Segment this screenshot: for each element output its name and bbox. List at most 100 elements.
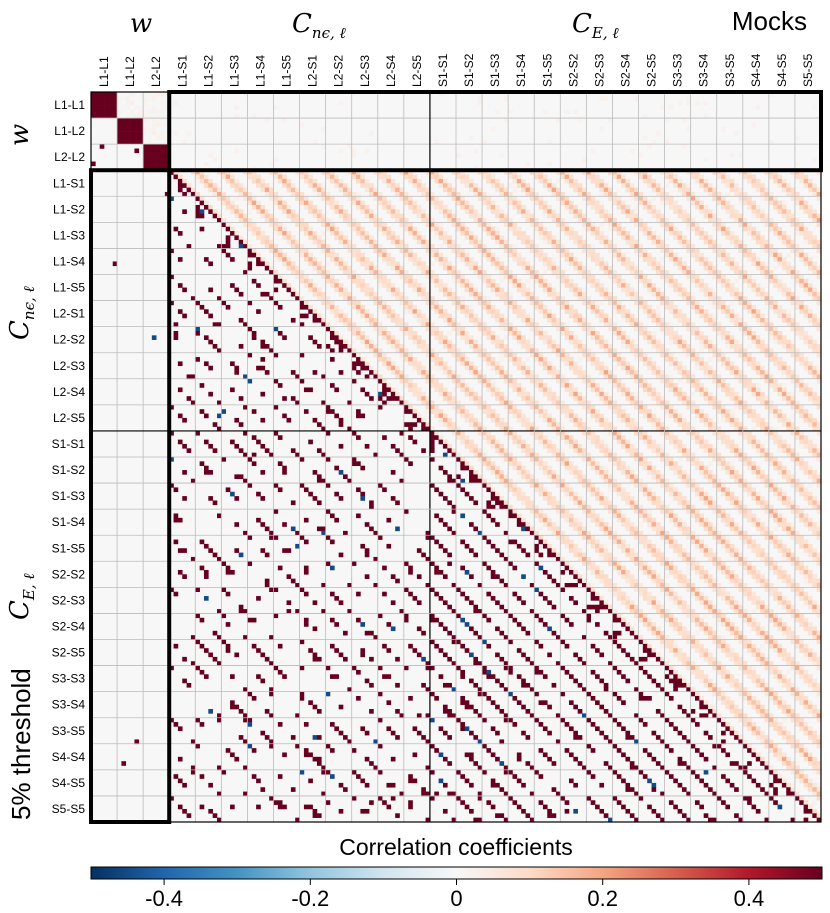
heatmap-cell	[773, 170, 778, 175]
heatmap-cell	[629, 417, 635, 423]
heatmap-cell	[529, 291, 535, 297]
heatmap-cell	[230, 174, 235, 180]
heatmap-cell	[495, 187, 500, 193]
heatmap-cell	[442, 422, 448, 427]
heatmap-cell	[121, 100, 127, 106]
heatmap-cell	[616, 178, 622, 184]
heatmap-cell	[208, 365, 213, 371]
heatmap-cell	[768, 461, 774, 466]
heatmap-cell	[773, 196, 778, 201]
heatmap-cell	[655, 191, 661, 197]
heatmap-cell	[773, 465, 778, 471]
heatmap-cell	[434, 435, 439, 440]
heatmap-cell	[334, 413, 339, 419]
heatmap-cell	[708, 344, 713, 349]
heatmap-cell	[325, 404, 331, 410]
heatmap-cell	[760, 400, 765, 406]
heatmap-cell	[308, 231, 313, 236]
heatmap-cell	[460, 478, 465, 484]
heatmap-cell	[781, 422, 787, 427]
heatmap-cell	[742, 383, 748, 388]
heatmap-cell	[586, 244, 592, 249]
heatmap-cell	[117, 122, 122, 128]
heatmap-cell	[477, 322, 483, 327]
heatmap-cell	[690, 274, 696, 280]
heatmap-cell	[434, 200, 439, 206]
heatmap-cell	[612, 487, 618, 493]
heatmap-cell	[573, 491, 578, 497]
heatmap-cell	[490, 231, 496, 236]
heatmap-cell	[264, 239, 270, 245]
heatmap-cell	[217, 413, 222, 419]
heatmap-cell	[647, 178, 652, 184]
heatmap-cell	[664, 483, 670, 488]
heatmap-cell	[816, 265, 822, 271]
heatmap-cell	[742, 196, 748, 201]
heatmap-cell	[625, 287, 631, 293]
heatmap-cell	[217, 400, 222, 406]
heatmap-cell	[625, 361, 631, 367]
heatmap-cell	[299, 457, 305, 462]
heatmap-cell	[734, 235, 739, 241]
heatmap-cell	[290, 396, 296, 401]
heatmap-cell	[690, 383, 696, 388]
heatmap-cell	[638, 322, 644, 327]
heatmap-cell	[812, 313, 817, 319]
heatmap-cell	[499, 344, 505, 349]
heatmap-cell	[694, 326, 700, 332]
heatmap-cell	[282, 396, 287, 401]
heatmap-cell	[451, 218, 457, 223]
heatmap-cell	[477, 396, 483, 401]
heatmap-cell	[629, 322, 635, 327]
heatmap-cell	[612, 357, 618, 362]
heatmap-cell	[521, 283, 526, 288]
heatmap-cell	[790, 300, 796, 306]
heatmap-cell	[199, 383, 205, 388]
heatmap-cell	[647, 461, 652, 466]
heatmap-cell	[495, 391, 500, 397]
heatmap-cell	[203, 335, 209, 340]
heatmap-cell	[703, 391, 709, 397]
heatmap-cell	[390, 283, 396, 288]
heatmap-cell	[651, 474, 657, 480]
heatmap-cell	[321, 218, 326, 223]
heatmap-cell	[668, 461, 674, 466]
heatmap-cell	[790, 222, 796, 228]
heatmap-cell	[429, 278, 435, 284]
heatmap-cell	[486, 231, 492, 236]
heatmap-cell	[495, 439, 500, 445]
heatmap-cell	[751, 174, 757, 180]
heatmap-cell	[764, 222, 770, 228]
heatmap-cell	[225, 196, 231, 201]
heatmap-cell	[542, 226, 548, 232]
heatmap-cell	[360, 313, 366, 319]
heatmap-cell	[121, 109, 127, 115]
heatmap-cell	[686, 96, 691, 101]
heatmap-cell	[529, 326, 535, 332]
heatmap-cell	[169, 483, 174, 488]
heatmap-cell	[160, 157, 166, 162]
heatmap-cell	[351, 196, 357, 201]
heatmap-cell	[464, 257, 470, 262]
heatmap-cell	[508, 378, 513, 384]
heatmap-cell	[95, 92, 100, 97]
heatmap-cell	[382, 400, 387, 406]
heatmap-cell	[508, 304, 513, 310]
heatmap-cell	[612, 322, 618, 327]
heatmap-cell	[469, 231, 474, 236]
heatmap-cell	[612, 404, 618, 410]
heatmap-cell	[742, 430, 748, 436]
heatmap-cell	[451, 387, 457, 393]
heatmap-cell	[625, 265, 631, 271]
heatmap-cell	[777, 231, 783, 236]
heatmap-cell	[473, 365, 479, 371]
heatmap-cell	[360, 361, 366, 367]
heatmap-cell	[729, 396, 735, 401]
heatmap-cell	[469, 413, 474, 419]
heatmap-cell	[777, 335, 783, 340]
heatmap-cell	[586, 278, 592, 284]
heatmap-cell	[660, 270, 665, 275]
heatmap-cell	[599, 361, 605, 367]
heatmap-cell	[173, 335, 179, 340]
heatmap-cell	[421, 317, 426, 323]
